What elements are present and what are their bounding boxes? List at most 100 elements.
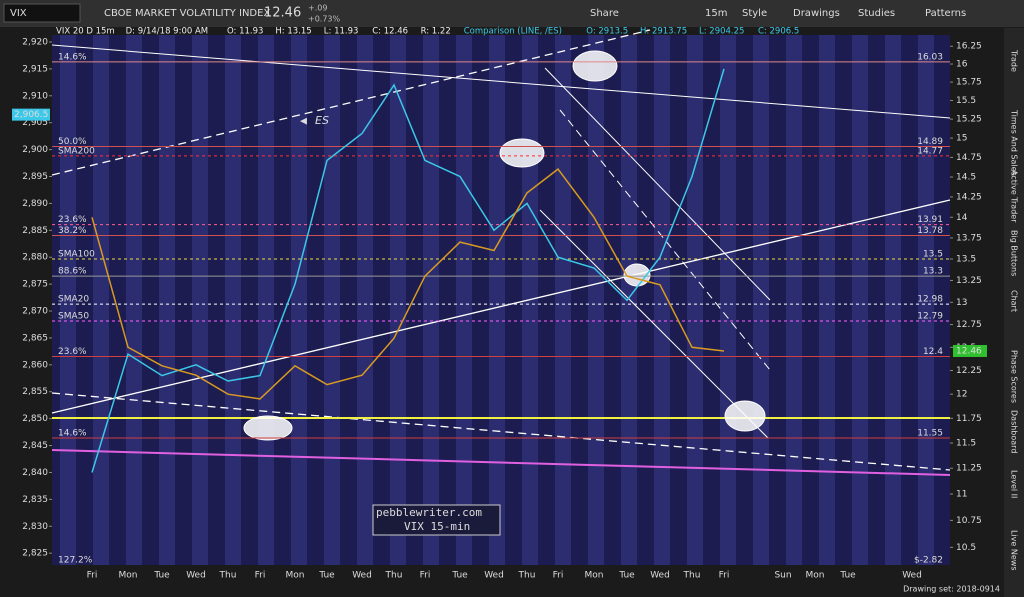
y-tick-label: 2,885 [22,226,48,236]
y2-tick-label: 12 [956,390,967,400]
level-label: 13.5 [923,249,943,259]
y-tick-label: 2,825 [22,549,48,559]
side-tab[interactable]: Trade [1010,49,1019,72]
x-tick-label: Mon [585,571,604,581]
toolbar-button[interactable]: Patterns [925,8,966,19]
toolbar-button[interactable]: Drawings [793,8,840,19]
y-tick-label: 2,830 [22,522,48,532]
y2-tick-label: 10.5 [956,543,976,553]
y-tick-label: 2,890 [22,199,48,209]
side-tab[interactable]: Times And Sales [1010,109,1019,176]
level-tag: SMA20 [58,295,89,305]
level-tag: 88.6% [58,267,87,277]
x-tick-label: Wed [352,571,372,581]
price-tag-y2-label: 12.46 [956,346,982,356]
symbol[interactable]: VIX [10,8,27,19]
y2-tick-label: 16.25 [956,42,982,52]
info-item: H: 2913.75 [640,27,687,37]
y2-tick-label: 13.5 [956,254,976,264]
info-item: C: 2906.5 [758,27,799,37]
description: CBOE MARKET VOLATILITY INDEX [104,8,270,19]
x-tick-label: Fri [87,571,98,581]
x-tick-label: Thu [683,571,701,581]
side-panel [1004,28,1024,597]
toolbar-button[interactable]: Style [742,8,767,19]
y-tick-label: 2,910 [22,91,48,101]
side-tab[interactable]: Active Trader [1010,170,1019,223]
y2-tick-label: 15.75 [956,78,982,88]
side-tab[interactable]: Chart [1010,290,1019,312]
side-tab[interactable]: Live News [1010,530,1019,571]
x-tick-label: Tue [618,571,635,581]
y2-tick-label: 11.5 [956,438,976,448]
level-tag: 50.0% [58,137,87,147]
series-line [91,68,725,473]
y2-tick-label: 11.25 [956,464,982,474]
x-tick-label: Tue [318,571,335,581]
y2-tick-label: 13 [956,298,967,308]
level-label: 12.79 [917,311,943,321]
info-item: C: 12.46 [372,27,408,37]
info-item: L: 11.93 [324,27,359,37]
y-tick-label: 2,900 [22,145,48,155]
level-tag: 38.2% [58,226,87,236]
x-tick-label: Mon [806,571,825,581]
y2-tick-label: 13.75 [956,233,982,243]
x-tick-label: Fri [420,571,431,581]
toolbar-button[interactable]: Studies [858,8,895,19]
level-tag: 14.6% [58,52,87,62]
info-item: L: 2904.25 [699,27,744,37]
info-item: R: 1.22 [421,27,451,37]
y2-tick-label: 14.5 [956,172,976,182]
annotation: $-2.82 [914,556,943,566]
y-tick-label: 2,905 [22,118,48,128]
side-tab[interactable]: Big Buttons [1010,230,1019,276]
y2-tick-label: 13.25 [956,276,982,286]
y2-tick-label: 14.75 [956,153,982,163]
level-label: 11.55 [917,429,943,439]
y2-tick-label: 11 [956,489,967,499]
x-tick-label: Tue [153,571,170,581]
x-tick-label: Mon [286,571,305,581]
info-item: D: 9/14/18 9:00 AM [126,27,209,37]
y-tick-label: 2,870 [22,307,48,317]
change-pct: +0.73% [308,15,341,24]
price-tag-y-label: 2,906.5 [14,110,48,120]
y2-tick-label: 14.25 [956,192,982,202]
level-tag: SMA100 [58,249,95,259]
toolbar: VIX CBOE MARKET VOLATILITY INDEX 12.46 +… [0,0,1024,27]
side-tab[interactable]: Dashboard [1010,410,1019,453]
x-tick-label: Wed [902,571,922,581]
y-tick-label: 2,915 [22,64,48,74]
info-item: O: 11.93 [227,27,263,37]
side-tab[interactable]: Phase Scores [1010,350,1019,403]
last: 12.46 [264,6,301,21]
x-tick-label: Wed [186,571,206,581]
info-item: Comparison (LINE, /ES) [464,27,562,37]
level-tag: SMA50 [58,311,89,321]
level-label: 13.78 [917,226,943,236]
y-tick-label: 2,875 [22,280,48,290]
y2-tick-label: 12.75 [956,320,982,330]
es-arrow: ◀ [300,117,307,127]
series-name: ES [315,114,329,127]
level-label: 14.89 [917,137,943,147]
info-item: VIX 20 D 15m [56,27,115,37]
y2-tick-label: 16 [956,60,968,70]
drawings [51,29,951,476]
x-tick-label: Thu [518,571,536,581]
toolbar-button[interactable]: 15m [705,8,727,19]
info-item: H: 13.15 [275,27,311,37]
x-tick-label: Thu [219,571,237,581]
y-tick-label: 2,880 [22,253,48,263]
x-tick-label: Fri [255,571,266,581]
series-line [91,168,725,400]
y-tick-label: 2,860 [22,360,48,370]
toolbar-button[interactable]: Share [590,8,619,19]
side-tab[interactable]: Level II [1010,470,1019,498]
info-item: O: 2913.5 [586,27,628,37]
x-tick-label: Tue [451,571,468,581]
y-tick-label: 2,855 [22,387,48,397]
